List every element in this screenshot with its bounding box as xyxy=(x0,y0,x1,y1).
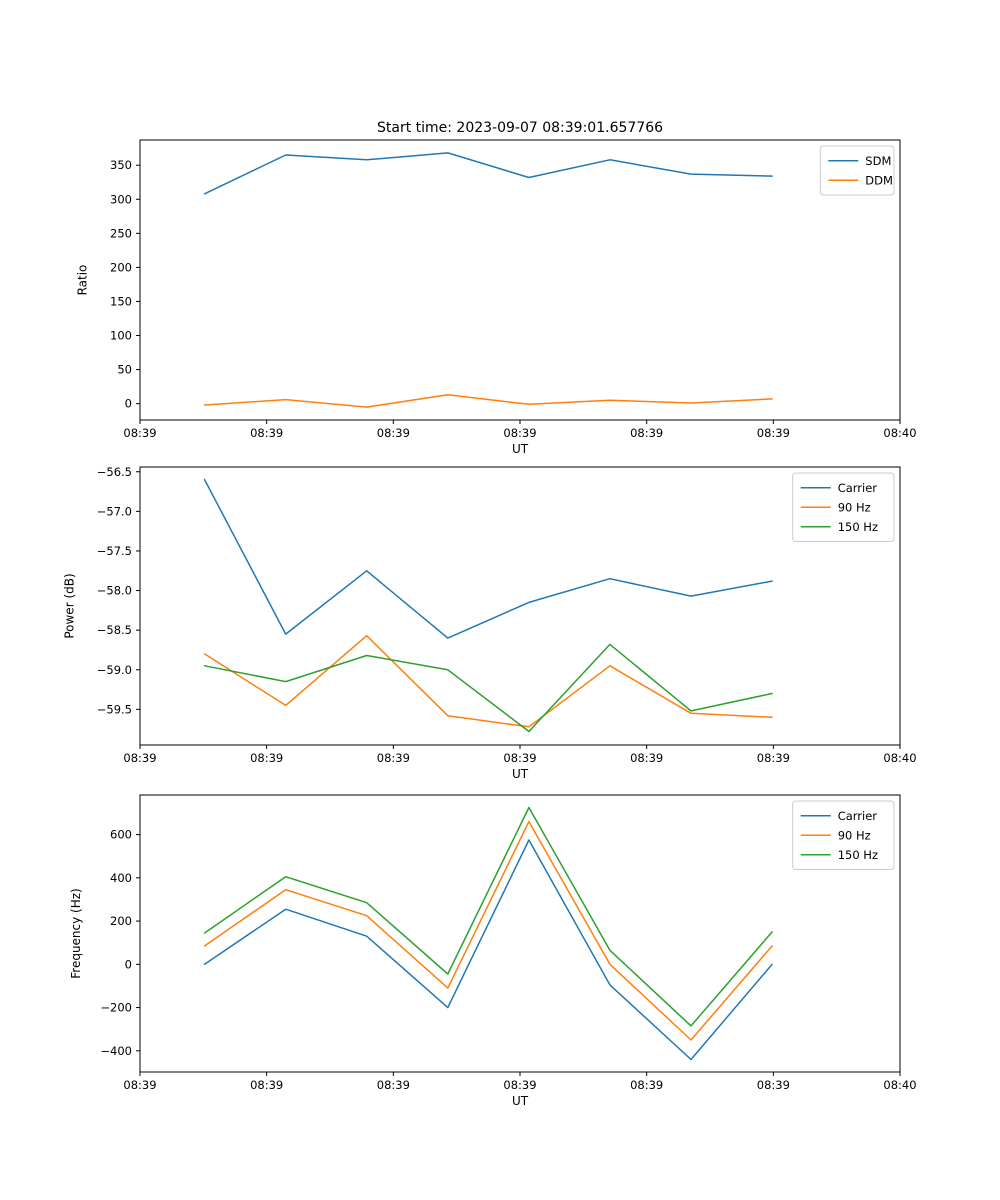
x-tick-label: 08:39 xyxy=(123,751,156,765)
y-tick-label: 50 xyxy=(117,363,132,377)
y-tick-label: 0 xyxy=(125,957,132,971)
x-tick-label: 08:39 xyxy=(123,1078,156,1092)
x-tick-label: 08:39 xyxy=(503,1078,536,1092)
y-tick-label: −400 xyxy=(100,1044,132,1058)
x-tick-label: 08:39 xyxy=(630,426,663,440)
y-tick-label: 200 xyxy=(110,260,132,274)
y-tick-label: 100 xyxy=(110,329,132,343)
x-tick-label: 08:40 xyxy=(883,1078,916,1092)
series-line-90-hz xyxy=(203,820,773,1041)
legend-label: DDM xyxy=(865,173,893,187)
y-tick-label: 250 xyxy=(110,226,132,240)
y-tick-label: 0 xyxy=(125,397,132,411)
legend-label: SDM xyxy=(865,154,891,168)
y-tick-label: −58.5 xyxy=(97,623,132,637)
x-tick-label: 08:39 xyxy=(377,751,410,765)
y-tick-label: −56.5 xyxy=(97,465,132,479)
y-tick-label: −57.5 xyxy=(97,544,132,558)
series-line-150-hz xyxy=(203,806,773,1027)
y-tick-label: −57.0 xyxy=(97,504,132,518)
chart-power: 08:39 08:39 08:39 08:39 08:39 08:39 08:40 −56.5… xyxy=(63,465,917,781)
series-line-ddm xyxy=(203,394,773,408)
y-tick-label: −58.0 xyxy=(97,584,132,598)
x-tick-label: 08:39 xyxy=(250,751,283,765)
x-axis-label: UT xyxy=(512,1094,529,1108)
legend-box xyxy=(819,145,895,196)
chart-frequency: 08:39 08:39 08:39 08:39 08:39 08:39 08:40 −400 −… xyxy=(69,794,917,1108)
x-tick-label: 08:40 xyxy=(883,751,916,765)
y-axis-label: Ratio xyxy=(76,265,90,296)
x-axis-label: UT xyxy=(512,442,529,456)
series-line-carrier xyxy=(203,478,773,639)
legend-label: 150 Hz xyxy=(838,848,878,862)
series-line-carrier xyxy=(203,839,773,1061)
y-tick-label: 600 xyxy=(110,828,132,842)
x-tick-label: 08:39 xyxy=(250,426,283,440)
series-line-sdm xyxy=(203,152,773,195)
legend-label: Carrier xyxy=(838,809,878,823)
y-tick-label: 200 xyxy=(110,914,132,928)
y-tick-label: −59.5 xyxy=(97,702,132,716)
y-axis-label: Power (dB) xyxy=(63,573,77,638)
y-tick-label: 350 xyxy=(110,158,132,172)
legend-box xyxy=(792,472,895,542)
x-tick-label: 08:39 xyxy=(630,751,663,765)
x-tick-label: 08:39 xyxy=(630,1078,663,1092)
y-tick-label: −59.0 xyxy=(97,663,132,677)
y-tick-label: −200 xyxy=(100,1001,132,1015)
x-tick-label: 08:40 xyxy=(883,426,916,440)
series-line-150-hz xyxy=(203,643,773,733)
legend-label: 90 Hz xyxy=(838,828,871,842)
legend-box xyxy=(792,800,895,870)
x-tick-label: 08:39 xyxy=(377,1078,410,1092)
series-line-90-hz xyxy=(203,634,773,728)
legend-label: Carrier xyxy=(838,481,878,495)
x-tick-label: 08:39 xyxy=(123,426,156,440)
y-tick-label: 300 xyxy=(110,192,132,206)
y-tick-label: 150 xyxy=(110,294,132,308)
figure-title: Start time: 2023-09-07 08:39:01.657766 xyxy=(377,120,663,136)
x-tick-label: 08:39 xyxy=(250,1078,283,1092)
chart-ratio: 08:39 08:39 08:39 08:39 08:39 08:39 08:40 0 50 10… xyxy=(76,139,917,456)
y-tick-label: 400 xyxy=(110,871,132,885)
x-tick-label: 08:39 xyxy=(757,1078,790,1092)
x-axis-label: UT xyxy=(512,767,529,781)
x-tick-label: 08:39 xyxy=(503,751,536,765)
plot-border xyxy=(139,794,901,1073)
x-tick-label: 08:39 xyxy=(757,751,790,765)
plot-border xyxy=(139,139,901,421)
legend-label: 150 Hz xyxy=(838,520,878,534)
legend-label: 90 Hz xyxy=(838,500,871,514)
x-tick-label: 08:39 xyxy=(757,426,790,440)
x-tick-label: 08:39 xyxy=(503,426,536,440)
x-tick-label: 08:39 xyxy=(377,426,410,440)
y-axis-label: Frequency (Hz) xyxy=(69,888,83,979)
